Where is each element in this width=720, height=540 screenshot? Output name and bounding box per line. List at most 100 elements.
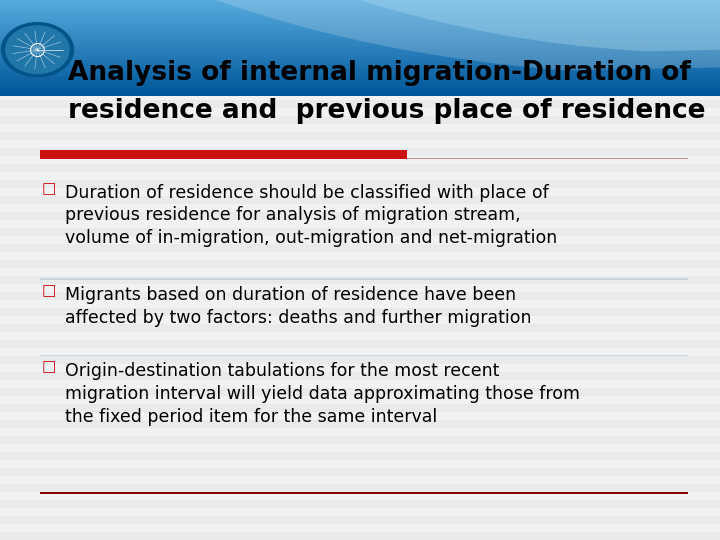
- Bar: [0, 132, 720, 140]
- Bar: [0, 15, 720, 17]
- Bar: [0, 40, 720, 43]
- Bar: [0, 388, 720, 396]
- Bar: [0, 476, 720, 484]
- Bar: [0, 49, 720, 51]
- Bar: [0, 50, 720, 52]
- Bar: [0, 28, 720, 30]
- Bar: [0, 164, 720, 172]
- Bar: [0, 24, 720, 26]
- Bar: [0, 16, 720, 18]
- Bar: [0, 53, 720, 56]
- PathPatch shape: [216, 0, 720, 70]
- Bar: [0, 196, 720, 204]
- Text: ○: ○: [29, 40, 46, 59]
- Bar: [0, 148, 720, 156]
- Bar: [0, 292, 720, 300]
- Bar: [0, 32, 720, 35]
- Bar: [0, 92, 720, 100]
- Bar: [0, 89, 720, 91]
- Bar: [0, 78, 720, 81]
- Bar: [40, 150, 407, 159]
- Bar: [40, 279, 688, 280]
- Circle shape: [1, 23, 73, 77]
- Bar: [0, 412, 720, 420]
- Text: □: □: [42, 181, 56, 196]
- Bar: [0, 17, 720, 19]
- Text: Analysis of internal migration-Duration of: Analysis of internal migration-Duration …: [68, 60, 691, 86]
- Text: Duration of residence should be classified with place of
previous residence for : Duration of residence should be classifi…: [65, 184, 557, 247]
- Bar: [0, 82, 720, 84]
- Bar: [0, 436, 720, 444]
- Bar: [0, 340, 720, 348]
- Bar: [0, 21, 720, 23]
- Bar: [0, 3, 720, 5]
- Bar: [0, 56, 720, 58]
- Bar: [0, 65, 720, 68]
- Bar: [0, 188, 720, 196]
- Bar: [0, 12, 720, 14]
- Bar: [0, 396, 720, 404]
- Bar: [0, 260, 720, 268]
- Bar: [0, 236, 720, 244]
- Bar: [0, 35, 720, 37]
- Bar: [0, 9, 720, 11]
- Bar: [0, 52, 720, 60]
- Bar: [0, 324, 720, 332]
- Bar: [0, 29, 720, 31]
- Bar: [0, 6, 720, 8]
- Bar: [0, 26, 720, 29]
- Bar: [0, 212, 720, 220]
- Text: Migrants based on duration of residence have been
affected by two factors: death: Migrants based on duration of residence …: [65, 286, 531, 327]
- Bar: [0, 38, 720, 40]
- Bar: [0, 380, 720, 388]
- Bar: [0, 404, 720, 412]
- Bar: [0, 532, 720, 540]
- Bar: [0, 172, 720, 180]
- Bar: [40, 355, 688, 356]
- Bar: [40, 492, 688, 494]
- Bar: [0, 88, 720, 90]
- Bar: [0, 100, 720, 108]
- Bar: [0, 11, 720, 13]
- Bar: [0, 51, 720, 53]
- Bar: [0, 276, 720, 284]
- Text: □: □: [42, 359, 56, 374]
- Bar: [0, 87, 720, 89]
- Bar: [0, 44, 720, 52]
- Bar: [0, 33, 720, 36]
- Bar: [0, 252, 720, 260]
- Bar: [0, 1, 720, 4]
- Bar: [0, 36, 720, 44]
- Bar: [0, 36, 720, 38]
- Bar: [0, 508, 720, 516]
- Bar: [0, 19, 720, 22]
- Bar: [0, 0, 720, 2]
- Bar: [0, 52, 720, 55]
- Bar: [0, 524, 720, 532]
- Bar: [0, 108, 720, 116]
- Bar: [0, 484, 720, 492]
- Bar: [0, 46, 720, 49]
- Bar: [0, 228, 720, 236]
- Bar: [0, 244, 720, 252]
- Bar: [0, 45, 720, 48]
- Bar: [0, 72, 720, 75]
- Bar: [0, 332, 720, 340]
- Bar: [0, 71, 720, 73]
- Bar: [0, 44, 720, 46]
- Bar: [0, 13, 720, 16]
- Bar: [0, 284, 720, 292]
- Bar: [0, 76, 720, 78]
- Bar: [0, 12, 720, 20]
- Bar: [0, 444, 720, 452]
- Bar: [0, 42, 720, 44]
- Bar: [0, 4, 720, 6]
- Bar: [0, 18, 720, 20]
- Bar: [0, 63, 720, 65]
- Bar: [0, 364, 720, 372]
- Bar: [0, 84, 720, 87]
- Bar: [0, 25, 720, 28]
- Bar: [0, 68, 720, 70]
- Bar: [0, 60, 720, 68]
- Bar: [0, 516, 720, 524]
